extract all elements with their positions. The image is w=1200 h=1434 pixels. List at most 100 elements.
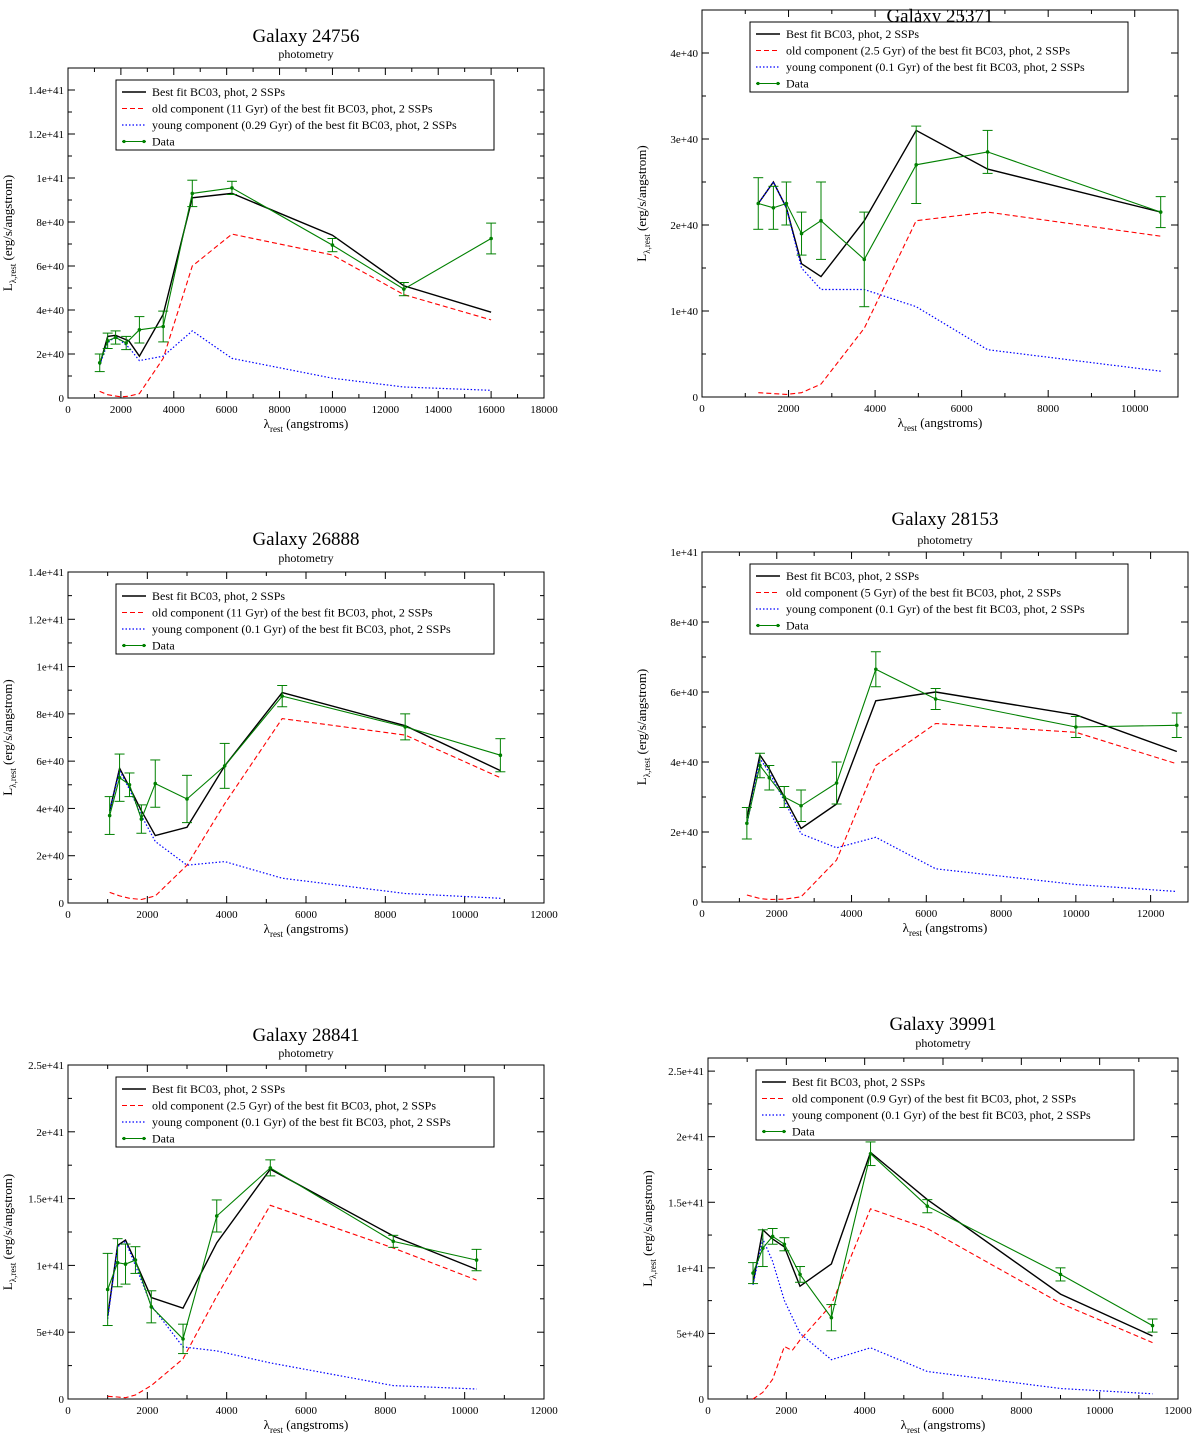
y-tick-label: 5e+40 [36,1327,64,1339]
x-tick-label: 4000 [163,404,186,416]
series-line-data [746,668,1177,824]
data-point [268,1166,273,1170]
y-axis-label: Lλ,rest (erg/s/angstrom) [0,679,18,796]
y-tick-label: 1e+40 [670,306,698,318]
chart-subtitle: photometry [278,551,333,565]
data-point [123,1262,128,1266]
data-point [758,763,762,768]
x-tick-label: 8000 [1037,403,1060,415]
data-point [798,1272,802,1277]
data-point [834,781,839,785]
data-point [751,1271,755,1275]
x-tick-label: 10000 [1086,1405,1114,1417]
x-tick-label: 14000 [424,404,452,416]
y-tick-label: 4e+40 [670,757,698,769]
series-line-data [99,187,492,363]
data-point [402,287,406,291]
data-point [874,667,878,672]
legend-label-data: Data [152,639,175,653]
y-axis-label: Lλ,rest (erg/s/angstrom) [634,669,652,786]
chart-title: Galaxy 28841 [252,1025,359,1046]
chart-title: Galaxy 26888 [252,529,359,550]
legend-label-old: old component (11 Gyr) of the best fit B… [152,606,433,620]
x-tick-label: 0 [699,908,705,920]
data-point [161,324,165,329]
data-point [1058,1272,1063,1277]
data-point [222,764,227,768]
x-tick-label: 0 [65,404,71,416]
x-tick-label: 2000 [136,1405,159,1417]
legend-label-data: Data [786,77,809,91]
data-point [829,1315,834,1320]
x-tick-label: 2000 [136,909,159,921]
y-tick-label: 1e+41 [676,1263,704,1275]
y-tick-label: 6e+40 [670,687,698,699]
x-tick-label: 12000 [372,404,400,416]
series-line-best [757,129,1161,278]
y-tick-label: 4e+40 [36,803,64,815]
legend-label-data: Data [152,135,175,149]
x-tick-label: 10000 [319,404,347,416]
series-line-old [107,1204,477,1399]
data-point [761,1246,765,1250]
x-tick-label: 10000 [451,1405,479,1417]
x-tick-label: 8000 [990,908,1013,920]
x-tick-label: 6000 [915,908,938,920]
chart-title: Galaxy 28153 [891,509,998,530]
legend-marker [122,1136,126,1141]
legend-label-old: old component (0.9 Gyr) of the best fit … [792,1092,1076,1106]
y-tick-label: 6e+40 [36,756,64,768]
data-point [925,1204,930,1209]
legend-marker [756,623,760,628]
x-axis-label: λrest (angstroms) [903,920,988,938]
data-point [280,694,285,698]
y-tick-label: 2.5e+41 [668,1066,704,1078]
x-tick-label: 12000 [530,909,558,921]
legend-label-young: young component (0.1 Gyr) of the best fi… [786,602,1085,616]
x-tick-label: 12000 [1164,1405,1192,1417]
x-tick-label: 4000 [216,909,239,921]
legend-marker [142,643,146,648]
legend-label-data: Data [786,619,809,633]
series-line-best [107,1168,477,1317]
data-point [782,795,787,799]
data-point [214,1214,219,1218]
data-point [127,782,132,787]
series-line-old [109,718,501,901]
series-line-young [752,1237,1153,1395]
data-point [105,339,110,343]
x-tick-label: 16000 [477,404,505,416]
legend-label-best: Best fit BC03, phot, 2 SSPs [786,569,919,583]
y-tick-label: 8e+40 [670,617,698,629]
y-tick-label: 4e+40 [36,305,64,317]
series-line-old [746,722,1177,901]
series-line-young [757,180,1161,372]
y-tick-label: 1.4e+41 [28,567,64,579]
data-point [105,1287,110,1292]
chart-panel-4: Galaxy 28153 photometry 0 2000 4000 6000 8000 1… [634,509,1189,938]
legend-label-data: Data [792,1125,815,1139]
y-tick-label: 2e+41 [36,1127,64,1139]
x-tick-label: 18000 [530,404,558,416]
x-axis-label: λrest (angstroms) [898,415,983,433]
series-line-young [99,330,492,391]
data-point [914,163,918,167]
x-tick-label: 10000 [451,909,479,921]
chart-subtitle: photometry [915,1036,970,1050]
data-point [1174,723,1179,728]
x-tick-label: 6000 [932,1405,955,1417]
y-tick-label: 0 [59,1394,65,1406]
x-tick-label: 0 [705,1405,711,1417]
legend-label-old: old component (11 Gyr) of the best fit B… [152,102,433,116]
y-axis-label: Lλ,rest (erg/s/angstrom) [0,175,18,292]
y-tick-label: 0 [59,393,65,405]
data-point [933,697,938,701]
data-point [498,753,503,758]
x-tick-label: 2000 [778,403,801,415]
data-point [403,725,407,729]
data-point [474,1258,479,1262]
legend-marker [142,1136,146,1141]
